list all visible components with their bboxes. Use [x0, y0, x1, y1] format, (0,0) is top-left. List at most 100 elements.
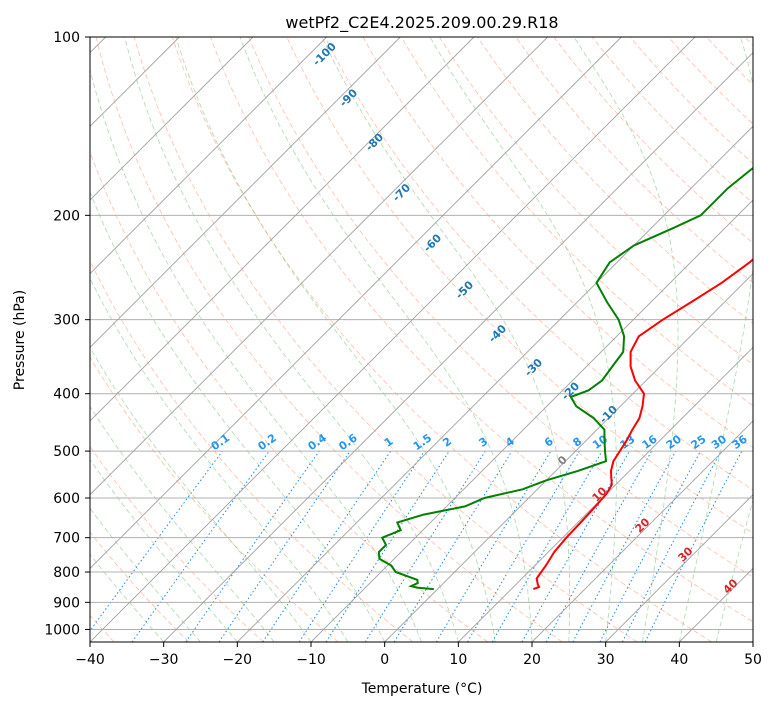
mixing-ratio-label: 0.1 [209, 431, 232, 453]
dry-adiabat [324, 37, 753, 491]
dry-adiabat [591, 37, 753, 204]
moist-adiabat-label: 30 [676, 544, 696, 564]
x-axis-title: Temperature (°C) [361, 681, 483, 697]
dry-adiabat [400, 37, 753, 407]
moist-adiabat [124, 37, 459, 642]
mixing-ratio-line [90, 450, 223, 632]
mixing-ratio-line [467, 450, 580, 642]
dry-adiabat-label: -10 [597, 403, 620, 426]
x-tick-label: 30 [597, 652, 615, 668]
moist-adiabat-label: 40 [721, 576, 741, 596]
x-tick-label: 50 [744, 652, 762, 668]
isotherm [90, 37, 254, 201]
x-tick-label: −10 [296, 652, 326, 668]
dry-adiabat [248, 37, 753, 578]
x-tick-label: 0 [380, 652, 389, 668]
moist-adiabat [715, 498, 753, 642]
dry-adiabat [95, 37, 563, 642]
y-tick-label: 100 [53, 30, 80, 46]
y-axis-ticks: 100 200 300 400 500 600 700 800 900 1000 [44, 30, 90, 638]
mixing-ratio-label: 0.6 [336, 431, 360, 453]
isotherm [310, 199, 753, 642]
isotherm [90, 37, 327, 275]
moist-adiabat [90, 346, 312, 642]
y-axis-title: Pressure (hPa) [12, 290, 28, 390]
dry-adiabat [210, 37, 753, 623]
mixing-ratio-line [185, 450, 320, 642]
dry-adiabat-label: -30 [522, 356, 545, 379]
mixing-ratio-line [131, 450, 270, 642]
moist-adiabat [429, 37, 617, 642]
isotherm [163, 52, 753, 642]
dry-adiabat-label: -80 [363, 130, 386, 153]
mixing-ratio-label: 1 [382, 435, 396, 450]
moist-adiabat [90, 190, 386, 642]
moist-adiabat [321, 37, 570, 642]
x-tick-label: −30 [149, 652, 179, 668]
mixing-ratio-line [545, 450, 653, 642]
dry-adiabat [477, 37, 753, 325]
plot-area: 0.1 0.2 0.4 0.6 1 1.5 2 3 4 6 8 10 13 16 20 25 30 36-100-… [90, 37, 753, 642]
isotherm [679, 567, 753, 642]
y-tick-label: 1000 [44, 622, 80, 638]
mixing-ratio-label: 1.5 [411, 431, 434, 453]
chart-title: wetPf2_C2E4.2025.209.00.29.R18 [285, 13, 558, 33]
y-tick-label: 800 [53, 565, 80, 581]
mixing-ratio-line [621, 450, 722, 642]
y-tick-label: 500 [53, 444, 80, 460]
grid-lines [90, 37, 753, 630]
dry-adiabat [90, 259, 414, 642]
reference-line-labels: 0.1 0.2 0.4 0.6 1 1.5 2 3 4 6 8 10 13 16 20 25 30 36-100-… [209, 40, 750, 597]
isotherm [90, 37, 696, 642]
mixing-ratio-label: 30 [709, 432, 729, 452]
temperature-line [532, 258, 753, 591]
isotherm [90, 37, 401, 348]
y-tick-label: 200 [53, 208, 80, 224]
dry-adiabat-label: -70 [390, 181, 413, 204]
y-tick-label: 300 [53, 313, 80, 329]
x-tick-label: 40 [670, 652, 688, 668]
isotherm [90, 37, 475, 422]
mixing-ratio-line [521, 450, 630, 642]
x-tick-label: −20 [223, 652, 253, 668]
dry-adiabats [90, 37, 753, 642]
dry-adiabat [90, 531, 190, 642]
moist-adiabat-label: 20 [633, 515, 653, 535]
mixing-ratio-line [393, 450, 513, 642]
dry-adiabat [744, 37, 753, 47]
y-tick-label: 400 [53, 387, 80, 403]
dry-adiabat-label: -20 [559, 379, 582, 402]
dry-adiabat-label: -100 [310, 40, 339, 69]
mixing-ratio-line [325, 450, 450, 642]
isotherm [752, 641, 753, 642]
mixing-ratio-line [262, 450, 392, 642]
moist-adiabat [573, 37, 679, 642]
mixing-ratio-label: 25 [689, 433, 709, 452]
mixing-ratio-line [572, 450, 677, 642]
mixing-ratio-label: 16 [640, 432, 660, 452]
dry-adiabat [90, 356, 339, 642]
moist-adiabat-label: 0 [555, 453, 570, 468]
isotherm [605, 494, 753, 642]
isotherm [90, 37, 622, 569]
moist-adiabat [90, 68, 422, 642]
mixing-ratio-label: 0.2 [256, 431, 279, 453]
mixing-ratio-label: 36 [730, 432, 750, 452]
dry-adiabat [171, 37, 712, 642]
dry-adiabat [90, 150, 488, 642]
dry-adiabat [439, 37, 753, 365]
moist-adiabat [90, 458, 238, 642]
moist-adiabat [175, 37, 496, 642]
mixing-ratio-label: 0.4 [306, 431, 330, 453]
moist-adiabats [90, 37, 753, 642]
plot-frame [89, 36, 754, 643]
y-tick-label: 700 [53, 531, 80, 547]
isotherm [384, 273, 753, 642]
dry-adiabat [553, 37, 753, 244]
y-tick-label: 900 [53, 595, 80, 611]
mixing-ratio-line [218, 450, 351, 642]
mixing-ratio-line [298, 450, 425, 642]
isotherm [458, 346, 753, 642]
moist-adiabat [90, 405, 275, 642]
